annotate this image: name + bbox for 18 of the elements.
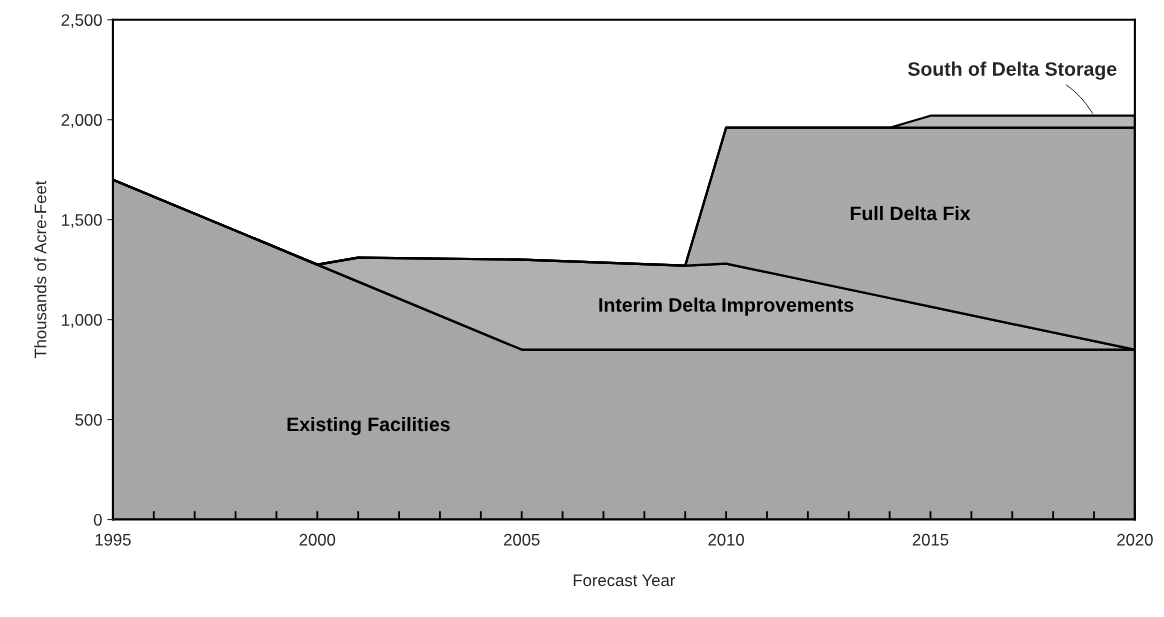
x-tick-label: 1995 [95,533,131,546]
y-tick-label: 2,000 [61,114,102,128]
x-axis-title: Forecast Year [573,574,676,587]
y-axis-title: Thousands of Acre-Feet [34,180,47,359]
y-tick-label: 1,000 [62,314,102,328]
x-tick-label: 2000 [299,533,336,546]
series-label: Existing Facilities [287,416,450,436]
x-tick-label: 2015 [912,533,949,546]
y-tick-label: 0 [93,513,102,526]
y-tick-label: 1,500 [62,214,102,228]
x-tick-label: 2020 [1117,533,1153,546]
series-label: Interim Delta Improvements [599,297,854,316]
x-tick-label: 2005 [504,533,540,546]
x-tick-label: 2010 [708,533,744,546]
series-label: Full Delta Fix [850,205,971,221]
y-tick-label: 500 [75,413,102,426]
series-label: South of Delta Storage [908,61,1117,80]
y-tick-label: 2,500 [61,14,102,28]
